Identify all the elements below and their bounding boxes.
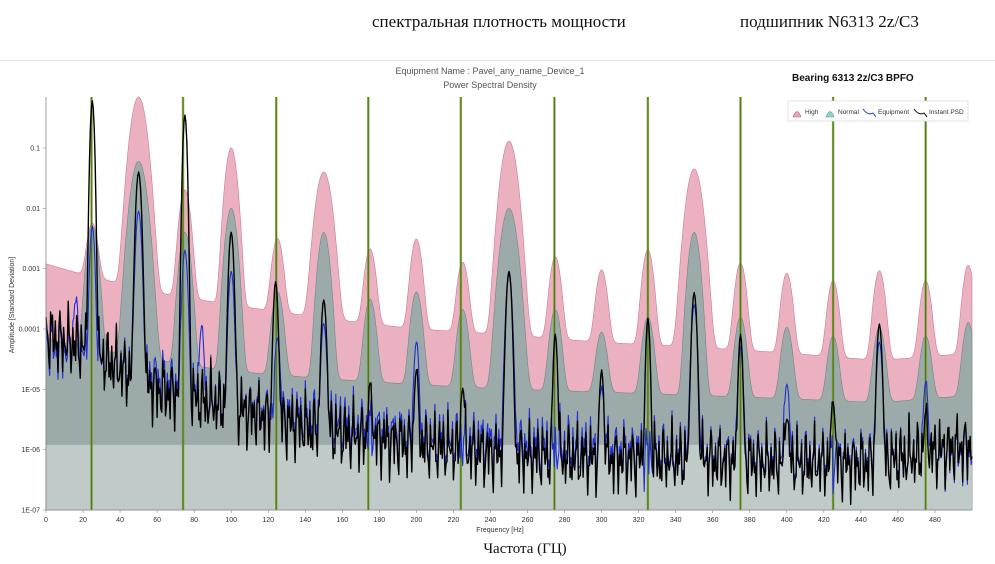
x-tick-label-440: 440 <box>855 517 867 524</box>
psd-chart: 0 20 40 60 80 100 120 140 160 180 200 220 240 260 280 3… <box>9 96 973 534</box>
legend[interactable]: High Normal Equipment Instant PSD <box>787 100 969 122</box>
legend-swatch-equipment <box>862 108 877 118</box>
chart-title: Power Spectral Density <box>443 80 537 90</box>
y-ticks: 1E-07 1E-06 1E-05 0.0001 0.001 0.01 0.1 <box>19 145 46 515</box>
x-tick-label-80: 80 <box>190 517 198 524</box>
x-tick-label-20: 20 <box>79 517 87 524</box>
x-tick-label-340: 340 <box>670 517 682 524</box>
legend-swatch-instant-psd <box>913 108 928 118</box>
x-axis-caption: Частота (ГЦ) <box>483 541 567 557</box>
legend-swatch-normal <box>825 111 835 118</box>
x-ticks: 0 20 40 60 80 100 120 140 160 180 200 220 240 260 280 3… <box>44 510 941 524</box>
legend-swatch-high <box>792 111 802 118</box>
x-tick-label-120: 120 <box>262 517 274 524</box>
y-tick-label-0.0001: 0.0001 <box>19 326 41 333</box>
x-tick-label-240: 240 <box>485 517 497 524</box>
x-tick-label-300: 300 <box>596 517 608 524</box>
y-tick-label-0.01: 0.01 <box>26 206 40 213</box>
header-divider <box>0 60 995 61</box>
x-tick-label-140: 140 <box>299 517 311 524</box>
legend-label-equipment: Equipment <box>878 109 909 116</box>
x-tick-label-160: 160 <box>336 517 348 524</box>
x-axis-title: Frequency [Hz] <box>476 527 524 534</box>
series-line-instant-psd <box>45 100 973 505</box>
x-tick-label-400: 400 <box>781 517 793 524</box>
y-tick-label-0.1: 0.1 <box>30 145 40 152</box>
x-tick-label-360: 360 <box>707 517 719 524</box>
chart-caption-left: спектральная плотность мощности <box>372 12 626 31</box>
x-tick-label-180: 180 <box>374 517 386 524</box>
x-tick-label-420: 420 <box>818 517 830 524</box>
x-tick-label-380: 380 <box>744 517 756 524</box>
y-tick-label-1E-06: 1E-06 <box>21 447 40 454</box>
legend-label-high: High <box>805 109 819 116</box>
x-tick-label-200: 200 <box>411 517 423 524</box>
bearing-label: Bearing 6313 2z/C3 BPFO <box>792 73 914 84</box>
y-tick-label-1E-07: 1E-07 <box>21 508 40 515</box>
x-tick-label-260: 260 <box>522 517 534 524</box>
y-axis-title: Amplitude [Standard Deviation] <box>9 257 16 354</box>
x-tick-label-60: 60 <box>153 517 161 524</box>
line-layer <box>45 100 973 505</box>
x-tick-label-100: 100 <box>225 517 237 524</box>
x-tick-label-320: 320 <box>633 517 645 524</box>
legend-label-instant-psd: Instant PSD <box>929 109 964 116</box>
equipment-name: Equipment Name : Pavel_any_name_Device_1 <box>395 66 585 76</box>
x-tick-label-460: 460 <box>892 517 904 524</box>
legend-label-normal: Normal <box>838 109 860 116</box>
x-tick-label-220: 220 <box>448 517 460 524</box>
x-tick-label-0: 0 <box>44 517 48 524</box>
y-tick-label-0.001: 0.001 <box>22 266 40 273</box>
x-tick-label-480: 480 <box>929 517 941 524</box>
noise-floor-band <box>46 444 972 510</box>
x-tick-label-280: 280 <box>559 517 571 524</box>
x-tick-label-40: 40 <box>116 517 124 524</box>
chart-caption-right: подшипник N6313 2z/C3 <box>740 12 919 31</box>
y-tick-label-1E-05: 1E-05 <box>21 387 40 394</box>
